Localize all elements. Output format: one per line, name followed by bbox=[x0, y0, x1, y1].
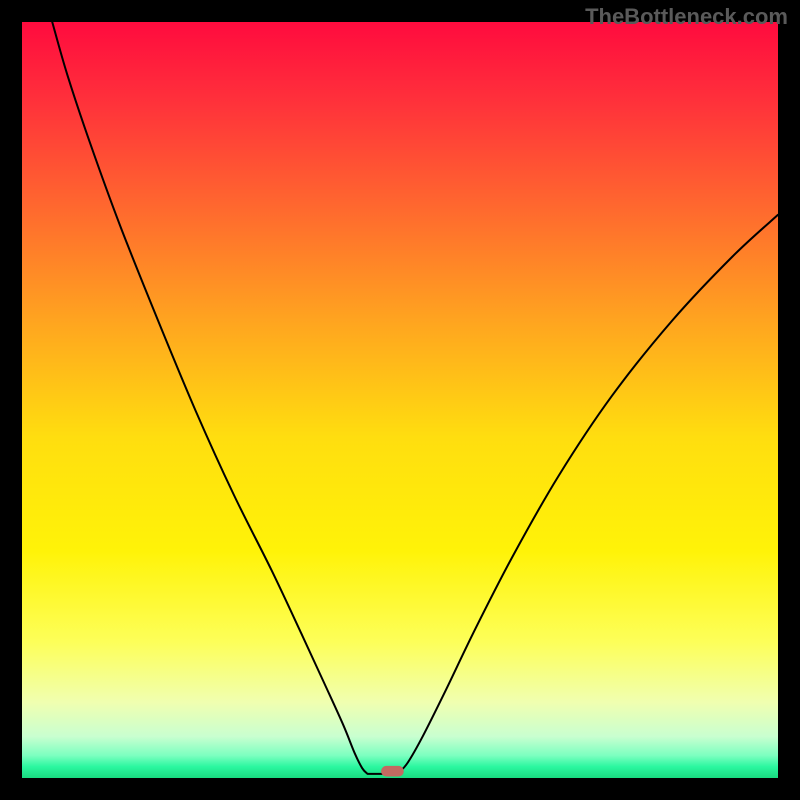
chart-container: { "meta": { "width_px": 800, "height_px"… bbox=[0, 0, 800, 800]
bottleneck-chart bbox=[0, 0, 800, 800]
plot-background bbox=[22, 22, 778, 778]
optimal-marker bbox=[381, 766, 404, 777]
watermark-text: TheBottleneck.com bbox=[585, 4, 788, 30]
